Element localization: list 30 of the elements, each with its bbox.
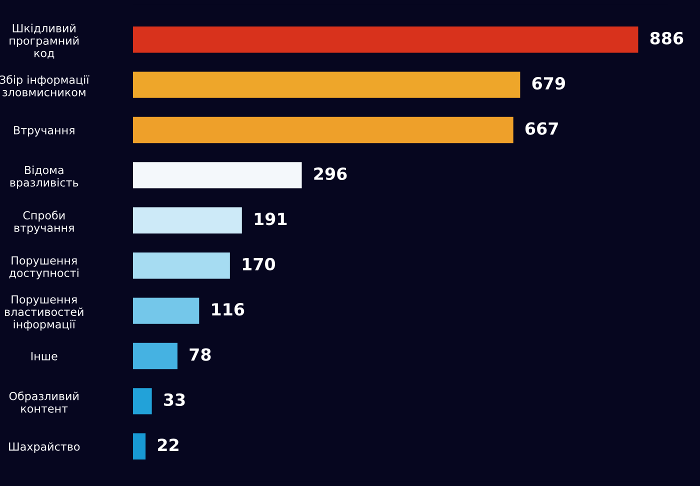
bar	[133, 162, 302, 188]
bar	[133, 26, 638, 53]
data-label: 679	[532, 77, 565, 90]
data-label: 33	[164, 393, 185, 406]
y-tick-label: Відома вразливість	[10, 166, 78, 189]
y-tick-label: Втручання	[14, 126, 74, 137]
bar	[133, 116, 514, 144]
bar	[133, 72, 520, 98]
data-label: 116	[212, 303, 244, 316]
y-tick-label: Шахрайство	[9, 442, 80, 453]
data-label: 22	[158, 438, 178, 451]
bar	[133, 298, 200, 324]
y-tick-label: Збір інформації зловмисником	[0, 75, 90, 96]
bar	[133, 252, 230, 279]
bar	[133, 388, 152, 414]
y-tick-label: Шкідливий програмний код	[10, 24, 79, 59]
data-label: 667	[525, 122, 558, 135]
y-tick-label: Спроби втручання	[14, 210, 74, 234]
y-tick-label: Порушення властивостей інформації	[4, 295, 84, 331]
data-label: 170	[242, 258, 276, 270]
y-tick-label: Образливий контент	[9, 391, 78, 413]
data-label: 886	[650, 32, 684, 44]
data-label: 78	[190, 348, 211, 361]
data-label: 296	[314, 167, 347, 180]
bar	[133, 433, 146, 460]
bar	[133, 207, 242, 234]
y-tick-label: Інше	[31, 352, 58, 360]
bar	[133, 342, 178, 370]
y-tick-label: Порушення доступності	[9, 256, 78, 280]
data-label: 191	[254, 212, 287, 226]
